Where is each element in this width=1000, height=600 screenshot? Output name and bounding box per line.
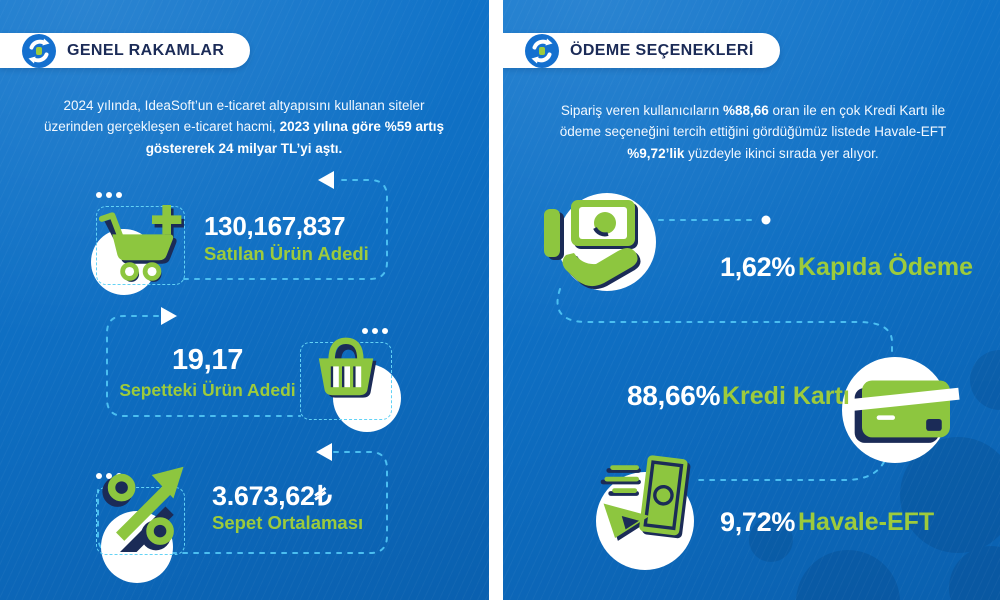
section-title: GENEL RAKAMLAR: [67, 41, 225, 59]
ellipsis-dots: [96, 192, 122, 198]
stat-value: 130,167,837: [204, 211, 346, 241]
sync-icon: [22, 33, 56, 68]
stat-label: Sepetteki Ürün Adedi: [119, 380, 296, 400]
dash-box: [96, 206, 185, 285]
credit-card-icon: [851, 362, 961, 459]
stat-value: 88,66%: [627, 380, 721, 411]
basket-icon: [306, 326, 386, 415]
stat-value: 19,17: [171, 344, 244, 376]
percent-growth-icon: [95, 460, 190, 566]
right-panel-odeme-secenekleri: ÖDEME SEÇENEKLERİ Sipariş veren kullanıc…: [503, 0, 1000, 600]
left-intro-text: 2024 yılında, IdeaSoft’un e-ticaret alty…: [44, 98, 444, 156]
cart-plus-icon: [95, 198, 190, 293]
flow-lines-left: [97, 171, 388, 554]
stat-label: Satılan Ürün Adedi: [204, 243, 369, 264]
section-pill-genel-rakamlar: GENEL RAKAMLAR: [0, 33, 251, 68]
stat-label: Sepet Ortalaması: [212, 512, 364, 533]
dash-box: [96, 487, 185, 555]
money-transfer-icon: [593, 448, 708, 565]
left-panel-genel-rakamlar: GENEL RAKAMLAR 2024 yılında, IdeaSoft’un…: [0, 0, 489, 600]
stat-value: 3.673,62₺: [212, 481, 332, 511]
ellipsis-dots: [362, 328, 388, 334]
right-intro-text: Sipariş veren kullanıcıların %88,66 oran…: [559, 103, 947, 161]
stat-label: Havale-EFT: [798, 508, 935, 536]
stat-value: 9,72%: [720, 507, 796, 537]
cash-on-delivery-icon: [541, 190, 666, 305]
stat-label: Kredi Kartı: [722, 382, 850, 410]
stat-label: Kapıda Ödeme: [798, 253, 974, 281]
sync-icon: [525, 33, 559, 68]
section-title: ÖDEME SEÇENEKLERİ: [570, 41, 754, 59]
flow-lines-right: [556, 215, 893, 481]
stat-value: 1,62%: [720, 252, 796, 282]
section-pill-odeme-secenekleri: ÖDEME SEÇENEKLERİ: [503, 33, 780, 68]
decor-blobs: [749, 350, 1000, 600]
